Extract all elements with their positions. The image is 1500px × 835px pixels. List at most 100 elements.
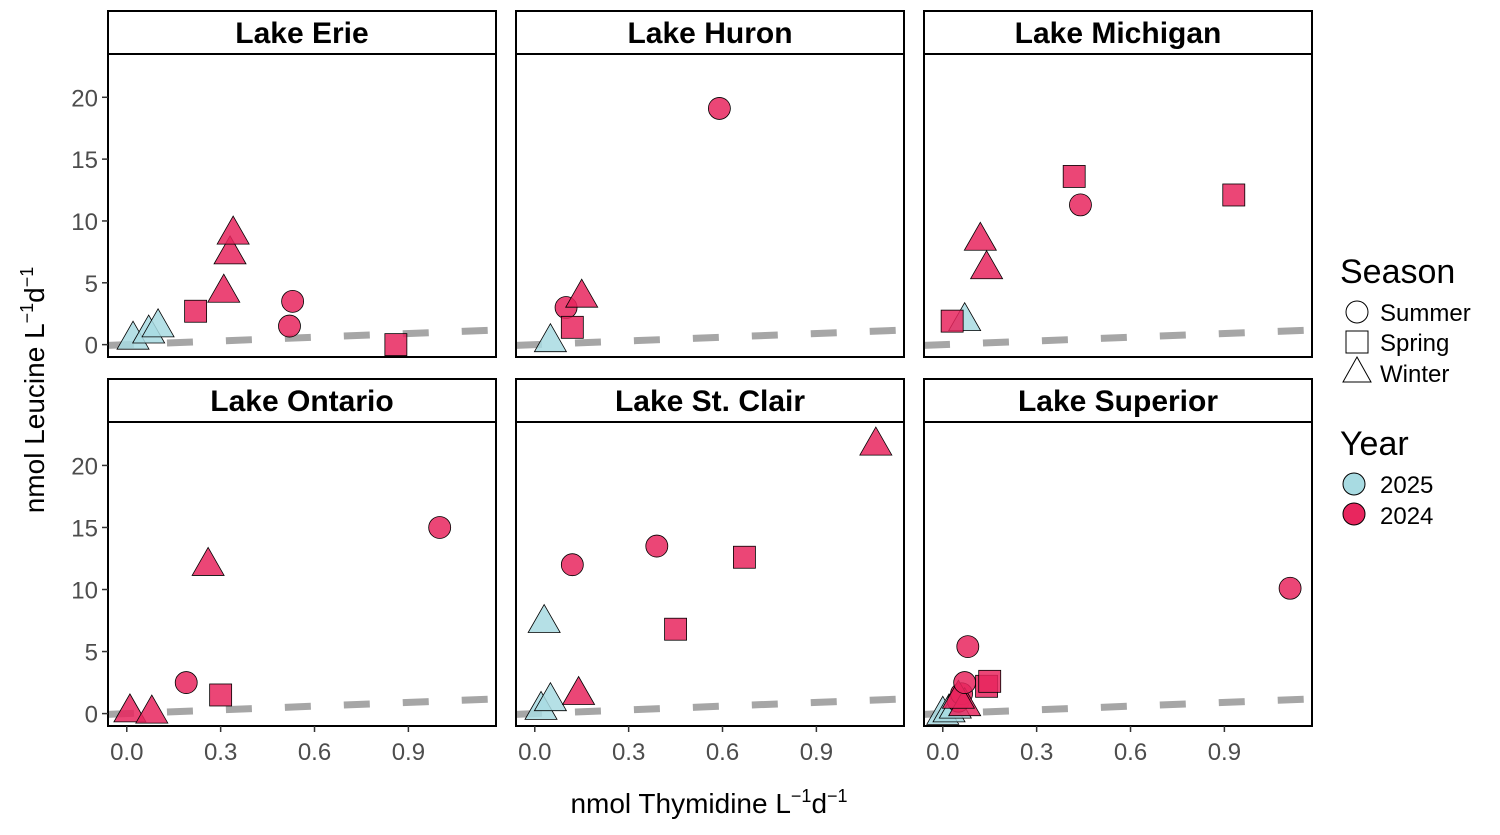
data-point-spring <box>560 315 584 339</box>
x-tick-label: 0.0 <box>518 739 551 766</box>
data-point-summer <box>428 516 452 539</box>
data-point-winter <box>859 426 893 456</box>
data-point-winter <box>141 308 175 338</box>
facet-strip <box>515 10 905 55</box>
y-axis-title: nmol Leucine L−1d−1 <box>17 267 50 514</box>
y-tick-label: 10 <box>71 209 98 236</box>
facet-title: Lake Ontario <box>210 385 393 418</box>
y-tick-label: 15 <box>71 515 98 542</box>
legend-key-2025 <box>1342 472 1366 496</box>
reference-line <box>924 695 1312 718</box>
data-point-spring <box>978 669 1002 693</box>
facet-strip <box>923 10 1313 55</box>
legend-label-spring: Spring <box>1380 330 1449 357</box>
panel-border <box>515 421 905 727</box>
facet-title: Lake Erie <box>235 17 368 50</box>
data-point-winter <box>113 693 147 723</box>
x-tick-label: 0.3 <box>612 739 645 766</box>
reference-line <box>516 695 904 718</box>
panel-lake-michigan: Lake Michigan <box>923 10 1313 358</box>
data-point-summer <box>1069 193 1092 217</box>
data-point-winter <box>135 694 169 724</box>
legend-title-season: Season <box>1340 253 1455 291</box>
facet-title: Lake Huron <box>627 17 792 50</box>
data-point-winter <box>191 546 225 576</box>
panel-border <box>515 53 905 358</box>
legend: Season Summer Spring Winter Year 2025 20… <box>1340 253 1471 530</box>
facet-strip <box>107 10 497 55</box>
y-tick-label: 5 <box>85 640 98 667</box>
data-point-winter <box>565 278 599 308</box>
reference-line <box>108 695 496 718</box>
y-tick-label: 0 <box>85 702 98 729</box>
legend-key-summer <box>1345 300 1369 324</box>
data-point-winter <box>207 273 241 303</box>
y-tick-label: 0 <box>85 333 98 360</box>
x-tick-label: 0.0 <box>926 739 959 766</box>
data-point-winter <box>216 215 250 245</box>
legend-label-2024: 2024 <box>1380 503 1433 530</box>
legend-key-2024 <box>1342 502 1366 526</box>
facet-title: Lake Michigan <box>1015 17 1222 50</box>
x-tick-label: 0.3 <box>204 739 237 766</box>
legend-key-winter <box>1342 355 1372 383</box>
data-point-winter <box>941 679 976 709</box>
data-point-spring <box>940 309 964 333</box>
y-tick-label: 10 <box>71 578 98 605</box>
panels: Lake Erie Lake Huron Lake Michigan Lake Ont… <box>107 10 1313 727</box>
data-point-winter <box>533 322 568 353</box>
x-tick-label: 0.6 <box>298 739 331 766</box>
data-point-winter <box>213 235 247 265</box>
panel-lake-st-clair: Lake St. Clair <box>515 378 905 727</box>
panel-border <box>107 421 497 727</box>
data-point-winter <box>533 681 568 712</box>
data-point-spring <box>664 617 687 641</box>
data-point-spring <box>733 545 756 569</box>
data-point-spring <box>1062 165 1086 188</box>
panel-lake-erie: Lake Erie <box>107 10 497 358</box>
data-point-summer <box>281 289 305 313</box>
legend-label-summer: Summer <box>1380 300 1471 327</box>
data-point-winter <box>527 603 561 633</box>
panel-border <box>923 53 1313 358</box>
y-tick-label: 20 <box>71 85 98 112</box>
facet-strip <box>515 378 905 423</box>
data-point-winter <box>963 221 998 251</box>
panel-lake-huron: Lake Huron <box>515 10 905 358</box>
legend-key-spring <box>1345 330 1369 354</box>
y-tick-label: 15 <box>71 147 98 174</box>
x-axis-ticks: 0.0 0.3 0.6 0.9 0.0 0.3 0.6 0.9 0.0 0.3 0.6 0.9 <box>110 726 1241 766</box>
data-point-winter <box>561 675 596 705</box>
legend-label-winter: Winter <box>1380 361 1449 388</box>
data-point-summer <box>645 534 669 558</box>
x-tick-label: 0.6 <box>706 739 739 766</box>
x-axis-title: nmol Thymidine L−1d−1 <box>570 786 847 819</box>
panel-border <box>107 53 497 358</box>
reference-line <box>516 326 904 349</box>
data-point-summer <box>707 97 731 120</box>
data-point-spring <box>184 299 208 323</box>
data-point-summer <box>953 671 977 694</box>
data-point-summer <box>278 314 301 338</box>
x-tick-label: 0.3 <box>1020 739 1053 766</box>
facet-title: Lake Superior <box>1018 385 1218 418</box>
data-point-winter <box>969 249 1004 280</box>
data-point-spring <box>384 333 408 357</box>
data-point-summer <box>174 671 198 694</box>
reference-line <box>108 326 496 349</box>
x-tick-label: 0.9 <box>800 739 833 766</box>
data-point-spring <box>1222 183 1246 207</box>
panel-border <box>923 421 1313 727</box>
panel-lake-ontario: Lake Ontario <box>107 378 497 727</box>
facet-title: Lake St. Clair <box>615 385 805 418</box>
data-point-summer <box>560 553 584 577</box>
y-tick-label: 20 <box>71 453 98 480</box>
x-tick-label: 0.0 <box>110 739 143 766</box>
x-tick-label: 0.9 <box>392 739 425 766</box>
x-tick-label: 0.6 <box>1114 739 1147 766</box>
data-point-spring <box>209 683 233 707</box>
facet-strip <box>923 378 1313 423</box>
reference-line <box>924 326 1312 349</box>
legend-title-year: Year <box>1340 425 1409 463</box>
